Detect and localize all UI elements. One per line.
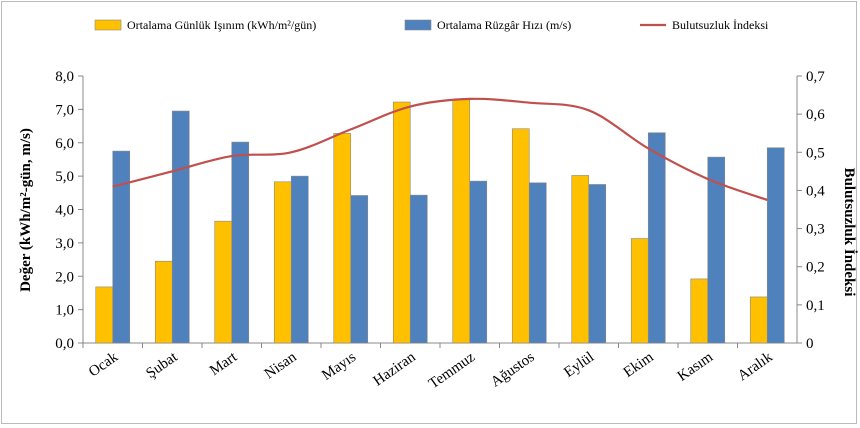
bar (707, 156, 726, 344)
bar (452, 99, 471, 344)
line (112, 97, 768, 202)
y-tick-label: 8,0 (55, 69, 74, 85)
y2-tick-label: 0,7 (806, 69, 825, 85)
legend-label: Bulutsuzluk İndeksi (672, 18, 769, 32)
bar (392, 101, 411, 344)
bar (630, 238, 649, 344)
bar (469, 180, 488, 344)
y2-axis-label: Bulutsuzluk İndeksi (841, 168, 858, 297)
y2-tick-label: 0,3 (806, 222, 825, 238)
legend-label: Ortalama Günlük Işınım (kWh/m²/gün) (127, 18, 316, 32)
bar (409, 194, 428, 344)
y2-tick-label: 0,1 (806, 298, 825, 314)
bar (350, 195, 369, 344)
bar (214, 220, 233, 344)
legend-label: Ortalama Rüzgâr Hızı (m/s) (437, 18, 571, 32)
y-axis-label: Değer (kWh/m²-gün, m/s) (18, 128, 34, 292)
y2-tick-label: 0 (806, 336, 814, 352)
y-tick-label: 7,0 (55, 102, 74, 118)
y-tick-label: 1,0 (55, 303, 74, 319)
bar (273, 181, 292, 344)
bar (333, 133, 352, 344)
legend-swatch (94, 19, 122, 31)
bar (171, 110, 190, 344)
bar (749, 296, 768, 344)
y-tick-label: 2,0 (55, 269, 74, 285)
bar (690, 278, 709, 344)
y-tick-label: 3,0 (55, 236, 74, 252)
y-tick-label: 5,0 (55, 169, 74, 185)
legend-swatch (404, 19, 432, 31)
bar (154, 260, 173, 344)
bar (95, 286, 114, 344)
bar (588, 184, 607, 344)
y2-tick-label: 0,5 (806, 145, 825, 161)
bar (571, 175, 590, 344)
bar (511, 128, 530, 344)
y-tick-label: 4,0 (55, 203, 74, 219)
y2-tick-label: 0,6 (806, 107, 825, 123)
y2-tick-label: 0,2 (806, 260, 825, 276)
y-tick-label: 6,0 (55, 136, 74, 152)
y2-tick-label: 0,4 (806, 183, 825, 199)
bar (528, 182, 547, 344)
bar (766, 147, 785, 344)
y-tick-label: 0,0 (55, 336, 74, 352)
bar (290, 175, 309, 344)
bar (112, 150, 131, 344)
bar (231, 141, 250, 344)
bar (647, 132, 666, 344)
